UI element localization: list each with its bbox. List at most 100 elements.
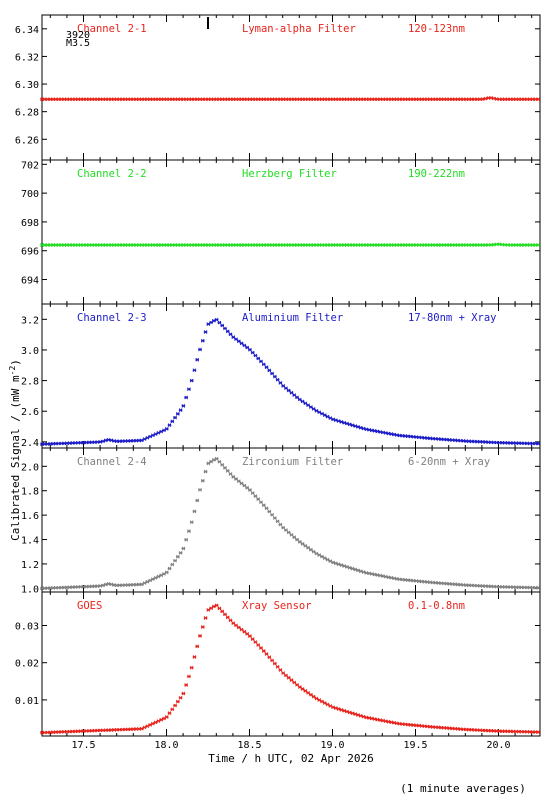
data-point <box>167 566 172 571</box>
data-point <box>181 691 186 696</box>
data-point <box>364 427 369 432</box>
data-point <box>220 323 225 328</box>
data-point <box>184 537 189 542</box>
data-point <box>200 625 205 629</box>
data-point <box>289 678 294 682</box>
data-point <box>206 608 211 612</box>
y-tick-label: 1.8 <box>21 487 39 498</box>
data-point <box>367 427 371 432</box>
data-point <box>392 432 396 437</box>
filter-label: Lyman-alpha Filter <box>242 23 356 35</box>
data-point <box>203 330 208 334</box>
data-point <box>295 682 299 687</box>
data-point <box>189 665 194 670</box>
data-point <box>489 96 493 100</box>
data-point <box>203 616 208 620</box>
data-point <box>206 461 211 466</box>
data-point <box>170 707 175 712</box>
data-point <box>184 683 189 687</box>
data-point <box>167 711 172 716</box>
data-point <box>306 690 310 695</box>
data-point <box>275 664 280 669</box>
panel-frame <box>41 303 541 449</box>
data-point <box>378 718 383 722</box>
y-axis-label: Calibrated Signal / (mW m-2) <box>8 359 22 541</box>
y-axis-label-sup: -2 <box>8 366 17 376</box>
channel-label: GOES <box>77 600 102 612</box>
x-tick-label: 18.5 <box>237 740 261 751</box>
series-points <box>40 242 541 247</box>
data-point <box>200 478 205 483</box>
data-point <box>392 576 396 581</box>
channel-label: Channel 2-2 <box>77 168 147 180</box>
data-point <box>228 472 233 476</box>
data-point <box>192 509 197 514</box>
data-point <box>187 529 191 533</box>
data-point <box>178 408 183 412</box>
data-point <box>220 462 225 467</box>
footnote: (1 minute averages) <box>400 782 526 795</box>
data-point <box>209 320 213 325</box>
series-points <box>40 603 541 735</box>
data-point <box>198 634 202 638</box>
flare-marker-id: 3920 <box>66 30 90 41</box>
y-tick-label: 694 <box>21 276 39 287</box>
y-tick-label: 702 <box>21 160 39 171</box>
data-point <box>386 431 391 436</box>
data-point <box>250 350 255 355</box>
x-tick-label: 18.0 <box>154 740 178 751</box>
data-point <box>367 571 371 576</box>
data-point <box>372 429 377 433</box>
data-point <box>300 687 305 691</box>
data-point <box>261 649 266 653</box>
channel-label: Channel 2-1 <box>77 23 147 35</box>
data-point <box>264 365 269 370</box>
data-point <box>303 401 308 406</box>
data-point <box>292 535 297 540</box>
data-point <box>536 730 541 734</box>
data-point <box>214 317 219 322</box>
y-axis-label-text: Calibrated Signal / (mW m <box>9 375 22 541</box>
data-point <box>381 574 385 578</box>
data-point <box>175 554 180 559</box>
data-point <box>225 329 230 334</box>
data-point <box>248 488 252 492</box>
data-point <box>275 377 280 382</box>
data-point <box>259 500 263 505</box>
data-point <box>225 615 230 620</box>
y-tick-label: 2.8 <box>21 377 39 388</box>
data-point <box>300 399 305 404</box>
channel-label: Channel 2-4 <box>77 456 147 468</box>
data-point <box>314 551 319 556</box>
data-point <box>250 491 255 495</box>
panel-4: 1.0 1.2 1.4 1.6 1.8 2.0 Channel 2-4 Zirconium F… <box>21 447 541 595</box>
data-point <box>292 393 297 397</box>
data-point <box>325 557 330 562</box>
data-point <box>317 553 322 557</box>
data-point <box>248 634 252 638</box>
data-point <box>187 387 191 392</box>
data-point <box>303 689 308 693</box>
x-tick-label: 20.0 <box>486 740 510 751</box>
data-point <box>383 574 388 579</box>
data-point <box>536 243 541 247</box>
data-point <box>370 428 374 433</box>
flare-marker-class: M3.5 <box>66 38 90 49</box>
data-point <box>195 498 200 503</box>
data-point <box>198 347 202 352</box>
data-point <box>297 397 302 402</box>
data-point <box>309 547 313 552</box>
data-point <box>223 326 227 331</box>
data-point <box>300 542 305 546</box>
data-point <box>386 575 391 580</box>
data-point <box>267 655 272 660</box>
data-point <box>281 671 286 675</box>
data-point <box>381 430 385 435</box>
y-tick-label: 6.26 <box>15 135 39 146</box>
data-point <box>295 537 299 542</box>
data-point <box>173 703 177 708</box>
data-point <box>248 347 252 352</box>
data-point <box>178 695 183 700</box>
panel-frame <box>41 591 541 737</box>
